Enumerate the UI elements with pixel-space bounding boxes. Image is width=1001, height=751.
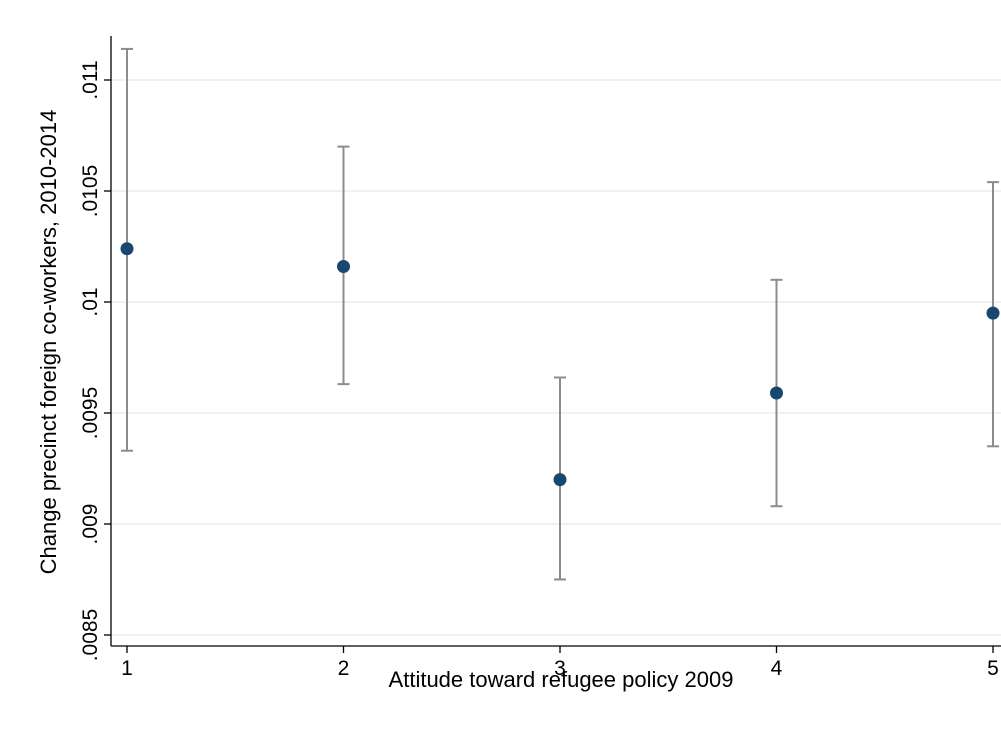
x-tick-label: 5 [987,657,999,680]
y-tick-label: .01 [79,287,102,316]
y-tick-label: .011 [79,60,102,99]
data-point [770,386,783,400]
y-tick-label: .0105 [79,165,102,218]
gridlines [111,79,1001,636]
y-axis-title: Change precinct foreign co-workers, 2010… [36,110,61,575]
data-point [337,259,350,273]
y-tick-label: .0095 [79,387,102,440]
x-tick-label: 1 [121,657,133,680]
y-tick-label: .0085 [79,609,102,662]
data-point [986,306,1000,320]
y-tick-labels: .0085 .009 .0095 .01 .0105 .011 [79,60,102,661]
x-tick-label: 3 [554,657,566,680]
data-point [120,242,134,256]
axes [104,36,1001,653]
x-tick-label: 4 [771,657,783,680]
data-points [120,242,1000,487]
x-tick-label: 2 [338,657,350,680]
y-tick-label: .009 [79,504,102,545]
data-point [553,473,567,487]
x-axis-title: Attitude toward refugee policy 2009 [389,667,734,692]
x-tick-labels: 1 2 3 4 5 [121,657,999,680]
